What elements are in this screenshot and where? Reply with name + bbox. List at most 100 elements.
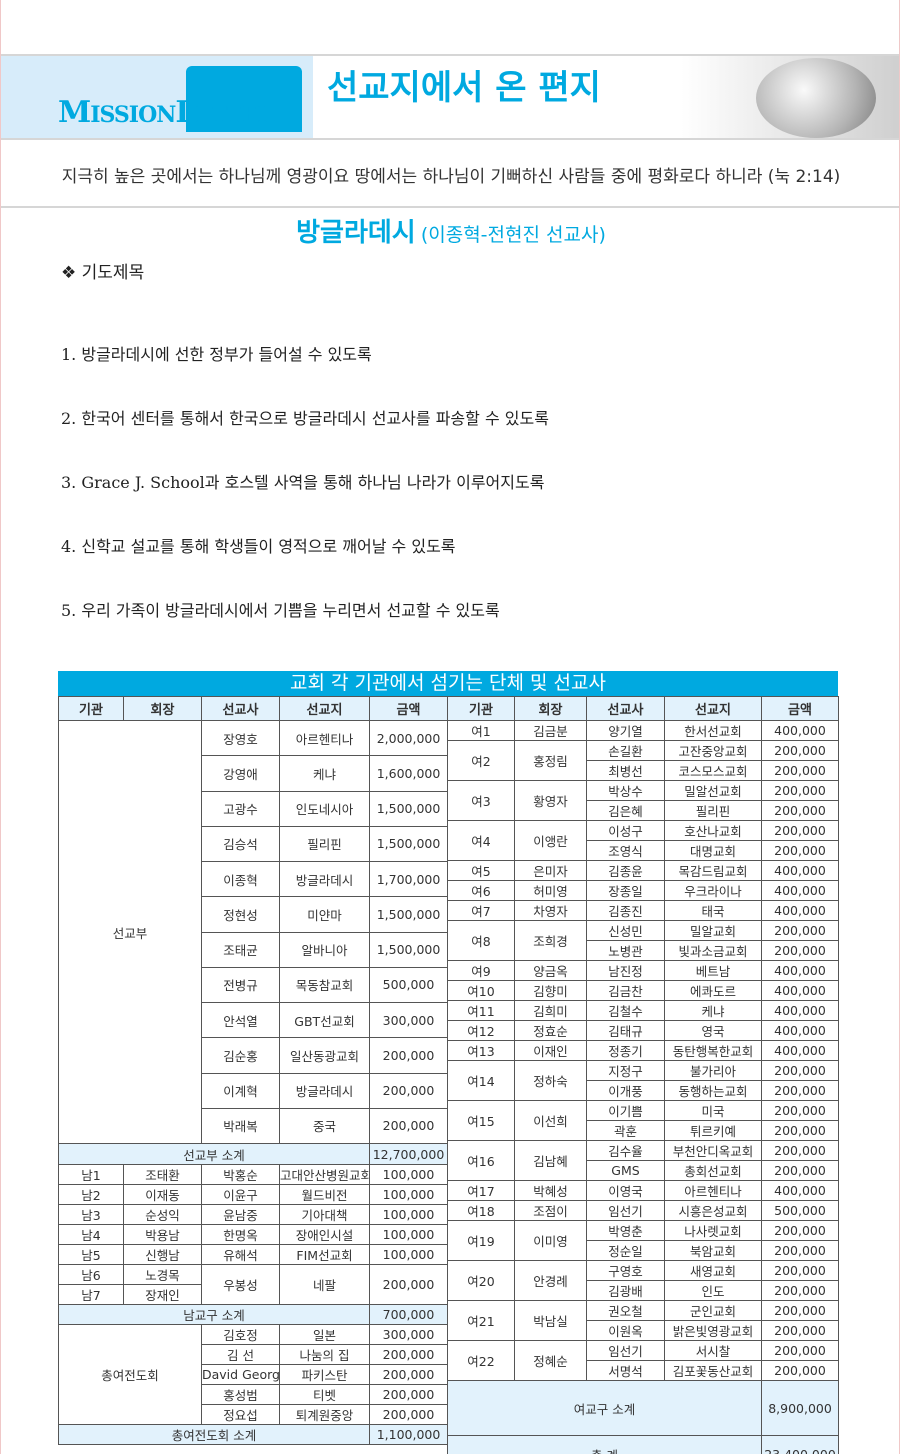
column-header: 선교지 [664, 696, 762, 721]
table-row: 남교구 소계 700,000 [58, 1304, 448, 1325]
missionary-cell: 신성민 [586, 920, 665, 941]
missionary-cell: 이원옥 [586, 1320, 665, 1341]
amount-cell: 200,000 [369, 1264, 448, 1305]
org-cell: 여8 [447, 920, 515, 961]
missionary-cell: 정종기 [586, 1040, 665, 1061]
amount-cell: 1,500,000 [369, 896, 448, 933]
missionary-cell: 권오철 [586, 1300, 665, 1321]
mission-field-cell: 미국 [664, 1100, 762, 1121]
missionary-cell: 조태균 [201, 931, 280, 968]
table-row: 여교구 소계 8,900,000 [447, 1380, 839, 1436]
amount-cell: 200,000 [761, 800, 839, 821]
missionary-cell: 우봉성 [201, 1264, 280, 1305]
mission-field-cell: 영국 [664, 1020, 762, 1041]
chair-cell: 이앵란 [514, 820, 587, 861]
missionary-cell: 윤남중 [201, 1204, 280, 1225]
table-row: 여2 홍정림 손길환 고잔중앙교회 200,000 [447, 740, 839, 781]
amount-cell: 200,000 [761, 1140, 839, 1161]
subtotal-label: 여교구 소계 [447, 1380, 762, 1436]
mission-field-cell: 목감드림교회 [664, 860, 762, 881]
support-table-right: 기관 회장 선교사 선교지 금액 여1 김금분 양기열 한서선교회 400,000 여2 홍정림 손길환… [447, 696, 839, 1454]
amount-cell: 200,000 [369, 1404, 448, 1425]
org-cell: 남7 [58, 1284, 124, 1305]
amount-cell: 200,000 [761, 740, 839, 761]
table-row: 기관 회장 선교사 선교지 금액 [447, 696, 839, 721]
mission-field-cell: 에콰도르 [664, 980, 762, 1001]
chair-cell: 박용남 [123, 1224, 202, 1245]
mission-field-cell: 퇴계원중앙 [279, 1404, 370, 1425]
table-row: 여22 정혜순 임선기 서시찰 200,000 [447, 1340, 839, 1381]
amount-cell: 200,000 [761, 1160, 839, 1181]
amount-cell: 200,000 [369, 1107, 448, 1145]
org-cell: 남5 [58, 1244, 124, 1265]
amount-cell: 200,000 [761, 1060, 839, 1081]
chair-cell: 박남실 [514, 1300, 587, 1341]
missionary-cell: 이기쁨 [586, 1100, 665, 1121]
amount-cell: 500,000 [761, 1200, 839, 1221]
amount-cell: 400,000 [761, 880, 839, 901]
table-row: 김승석 필리핀 1,500,000 [59, 825, 448, 863]
missionary-cell: 김철수 [586, 1000, 665, 1021]
missionary-cell: 한명옥 [201, 1224, 280, 1245]
mission-field-cell: 나사렛교회 [664, 1220, 762, 1241]
missionary-cell: 정순일 [586, 1240, 665, 1261]
table-row: 정순일 북암교회 200,000 [448, 1240, 839, 1261]
amount-cell: 400,000 [761, 860, 839, 881]
subtotal-label: 선교부 소계 [58, 1143, 370, 1165]
table-row: 여9 양금옥 남진정 베트남 400,000 [447, 960, 839, 981]
mission-field-cell: 알바니아 [279, 931, 370, 968]
mission-field-cell: 대명교회 [664, 840, 762, 861]
missionary-cell: 고광수 [201, 790, 280, 827]
mission-field-cell: 아르헨티나 [664, 1180, 762, 1201]
amount-cell: 1,500,000 [369, 825, 448, 863]
mission-field-cell: 파키스탄 [279, 1364, 370, 1385]
mission-field-cell: 동탄행복한교회 [664, 1040, 762, 1061]
org-cell: 남1 [58, 1164, 124, 1185]
chair-cell: 박혜성 [514, 1180, 587, 1201]
mission-field-cell: 방글라데시 [279, 860, 370, 898]
org-cell: 남2 [58, 1184, 124, 1205]
mission-field-cell: 인도 [664, 1280, 762, 1301]
amount-cell: 200,000 [369, 1072, 448, 1109]
chair-cell: 조희경 [514, 920, 587, 961]
missionary-names: (이종혁-전현진 선교사) [420, 224, 606, 246]
mission-field-cell: 기아대책 [279, 1204, 370, 1225]
chair-cell: 홍정림 [514, 740, 587, 781]
missionary-cell: 임선기 [586, 1200, 665, 1221]
table-row: 서명석 김포꽃동산교회 200,000 [448, 1360, 839, 1381]
org-cell: 여6 [447, 880, 515, 901]
table-row: 노병관 빛과소금교회 200,000 [448, 940, 839, 961]
globe-icon [756, 58, 876, 138]
mission-field-cell: 장애인시설 [279, 1224, 370, 1245]
missionary-cell: 남진정 [586, 960, 665, 981]
missionary-cell: 김금찬 [586, 980, 665, 1001]
chair-cell: 정효순 [514, 1020, 587, 1041]
mission-field-cell: 아르헨티나 [279, 719, 370, 757]
table-row: 여20 안경례 구영호 새영교회 200,000 [447, 1260, 839, 1301]
org-cell: 여13 [447, 1040, 515, 1061]
table-row: 정현성 미얀마 1,500,000 [59, 896, 448, 933]
table-row: 홍성범 티벳 200,000 [59, 1384, 448, 1405]
subtotal-label: 남교구 소계 [58, 1304, 370, 1325]
org-cell: 여5 [447, 860, 515, 881]
column-header: 금액 [761, 696, 839, 721]
mission-field-cell: 고잔중앙교회 [664, 740, 762, 761]
amount-cell: 200,000 [369, 1384, 448, 1405]
missionary-cell: 구영호 [586, 1260, 665, 1281]
mission-field-cell: 튀르키예 [664, 1120, 762, 1141]
chair-cell: 신행남 [123, 1244, 202, 1265]
total-label: 총 계 [447, 1435, 762, 1454]
org-cell: 여20 [447, 1260, 515, 1301]
column-header: 선교지 [279, 696, 370, 721]
missionary-cell: 정현성 [201, 896, 280, 933]
table-row: 정요섭 퇴계원중앙 200,000 [59, 1404, 448, 1425]
amount-cell: 200,000 [761, 920, 839, 941]
prayer-item: 5. 우리 가족이 방글라데시에서 기쁨을 누리면서 선교할 수 있도록 [61, 601, 500, 620]
total-amount: 23,400,000 [761, 1435, 839, 1454]
org-cell: 여1 [447, 720, 515, 741]
org-cell: 여16 [447, 1140, 515, 1181]
table-row: 고광수 인도네시아 1,500,000 [59, 790, 448, 827]
prayer-heading: ❖ 기도제목 [61, 263, 145, 283]
missionary-cell: 정요섭 [201, 1404, 280, 1425]
mission-field-cell: 티벳 [279, 1384, 370, 1405]
